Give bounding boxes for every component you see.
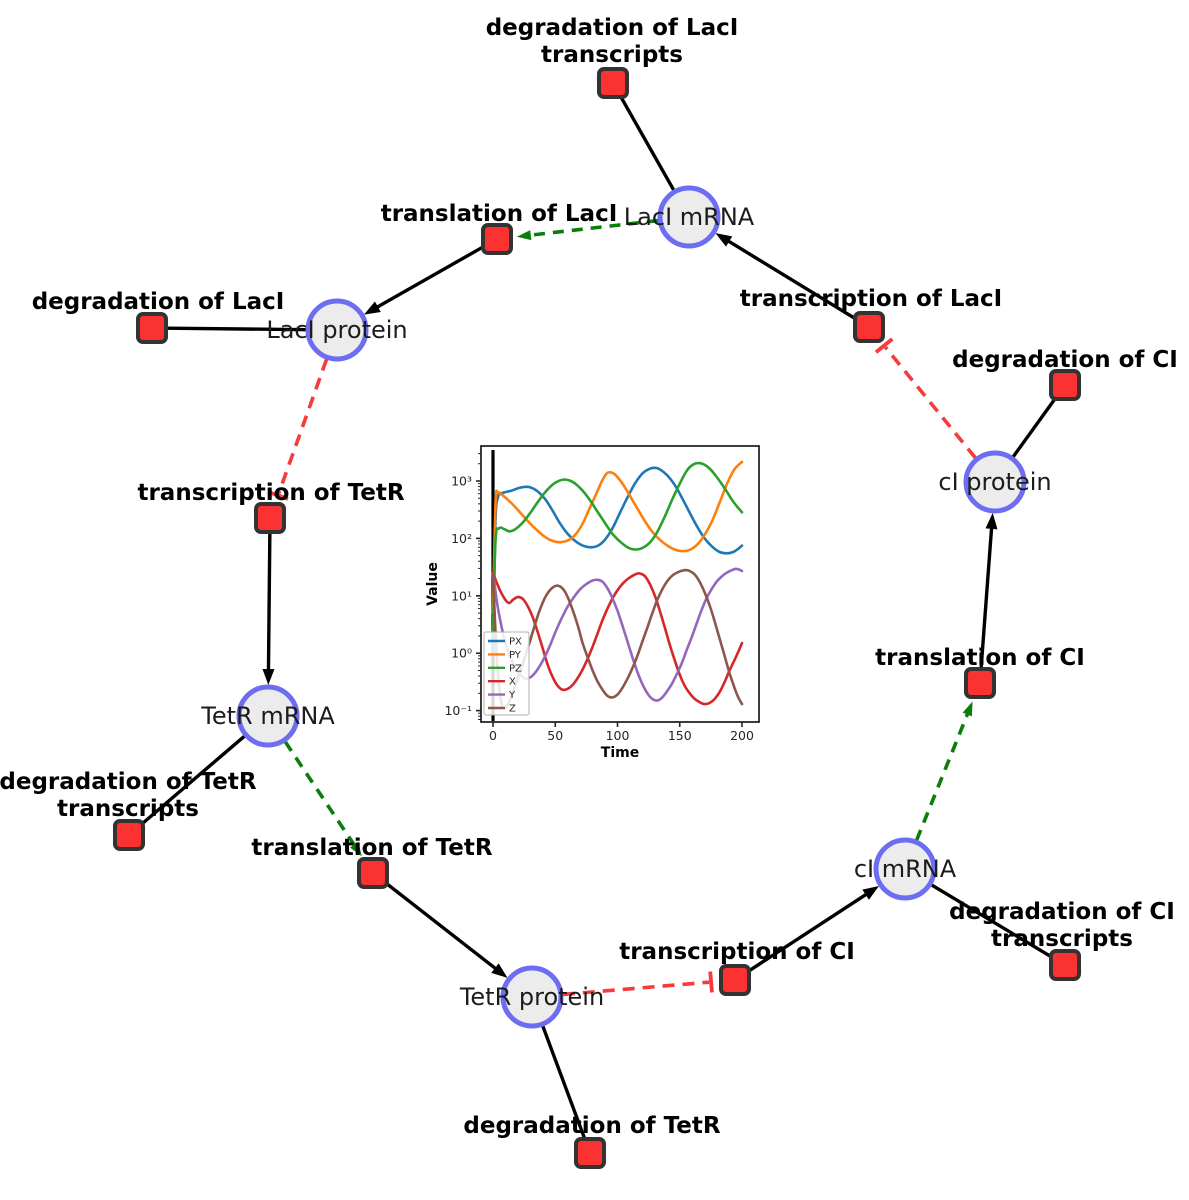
series-line-PX — [491, 466, 744, 655]
species-label-laci-mrna: LacI mRNA — [624, 203, 755, 231]
reaction-label-degradation-laci-transcripts: transcripts — [541, 42, 683, 68]
reaction-label-degradation-ci-transcripts: degradation of CI — [949, 899, 1175, 925]
reaction-label-transcription-laci: transcription of LacI — [740, 286, 1003, 312]
reaction-node-degradation-laci[interactable] — [136, 312, 168, 344]
species-label-tetr-protein: TetR protein — [459, 983, 604, 1011]
edge-consumption-degradation-tetr-to-tetr-protein — [541, 1025, 587, 1140]
y-tick-label: 10² — [451, 531, 472, 546]
arrowhead-icon — [715, 233, 733, 247]
tbar-inhibition-icon — [267, 490, 289, 501]
x-tick-label: 100 — [606, 728, 630, 743]
x-tick-label: 200 — [730, 728, 754, 743]
reaction-label-degradation-tetr: degradation of TetR — [463, 1113, 720, 1139]
edge-production-translation-tetr-to-tetr-protein — [383, 880, 508, 978]
arrowhead-icon — [349, 841, 362, 857]
edge-production-transcription-laci-to-laci-mrna — [715, 233, 858, 321]
series-line-X — [491, 571, 744, 706]
reaction-node-translation-tetr[interactable] — [357, 857, 389, 889]
edge-modifier-tetr-mrna-to-translation-tetr — [283, 740, 362, 857]
reaction-node-transcription-laci[interactable] — [853, 311, 885, 343]
species-node-tetr-protein[interactable] — [500, 965, 564, 1029]
tbar-inhibition-icon — [874, 337, 894, 354]
arrowhead-icon — [985, 512, 998, 530]
x-tick-label: 150 — [668, 728, 692, 743]
legend: PX PY PZ XYZ — [483, 631, 530, 716]
reaction-label-degradation-laci: degradation of LacI — [32, 289, 285, 315]
edge-consumption-degradation-tetr-transcripts-to-tetr-mrna — [139, 734, 246, 827]
arrowhead-icon — [862, 885, 880, 900]
reaction-label-translation-tetr: translation of TetR — [251, 835, 492, 861]
series-line-PY — [491, 460, 744, 615]
y-tick-label: 10³ — [451, 474, 472, 489]
legend-label-X: X — [509, 677, 516, 688]
y-tick-label: 10¹ — [451, 588, 472, 603]
arrowhead-icon — [491, 963, 508, 978]
reaction-label-degradation-laci-transcripts: degradation of LacI — [486, 15, 739, 41]
series-line-PZ — [491, 461, 744, 638]
edge-modifier-ci-mrna-to-translation-ci — [914, 701, 973, 841]
reaction-node-degradation-ci-transcripts[interactable] — [1049, 949, 1081, 981]
y-axis-title: Value — [425, 562, 441, 606]
edge-inhibition-tetr-protein-to-transcription-ci — [562, 971, 714, 997]
x-tick-label: 50 — [547, 728, 563, 743]
reaction-node-degradation-laci-transcripts[interactable] — [597, 67, 629, 99]
reaction-label-degradation-ci-transcripts: transcripts — [991, 926, 1133, 952]
y-tick-label: 10⁰ — [451, 646, 472, 661]
reaction-label-degradation-tetr-transcripts: transcripts — [57, 796, 199, 822]
species-label-tetr-mrna: TetR mRNA — [200, 702, 335, 730]
legend-label-Z: Z — [509, 704, 516, 715]
reaction-label-transcription-ci: transcription of CI — [619, 939, 855, 965]
labels-layer: degradation of LacItranscriptstranslatio… — [0, 15, 1178, 1139]
legend-label-Y: Y — [508, 690, 516, 701]
y-tick-label: 10⁻¹ — [444, 703, 472, 718]
x-axis-title: Time — [601, 745, 639, 761]
reaction-label-translation-laci: translation of LacI — [381, 201, 618, 227]
reaction-node-degradation-tetr-transcripts[interactable] — [113, 819, 145, 851]
species-node-ci-protein[interactable] — [963, 450, 1027, 514]
edges-layer — [139, 95, 1058, 1140]
reaction-node-translation-ci[interactable] — [964, 667, 996, 699]
edge-consumption-degradation-laci-transcripts-to-laci-mrna — [618, 95, 676, 191]
species-node-laci-protein[interactable] — [305, 298, 369, 362]
species-node-tetr-mrna[interactable] — [236, 684, 300, 748]
edge-production-transcription-ci-to-ci-mrna — [746, 885, 880, 974]
arrowhead-icon — [363, 301, 381, 315]
edge-production-transcription-tetr-to-tetr-mrna — [262, 532, 275, 686]
edge-consumption-degradation-laci-to-laci-protein — [166, 326, 307, 332]
arrowhead-icon — [262, 668, 275, 686]
species-node-ci-mrna[interactable] — [873, 837, 937, 901]
edge-inhibition-laci-protein-to-transcription-tetr — [267, 358, 329, 501]
legend-label-PX: PX — [509, 637, 522, 648]
x-tick-label: 0 — [489, 728, 497, 743]
reaction-node-degradation-tetr[interactable] — [574, 1137, 606, 1169]
edge-production-translation-laci-to-laci-protein — [363, 244, 485, 315]
legend-label-PY: PY — [509, 650, 522, 661]
legend-box — [483, 631, 530, 716]
species-label-ci-protein: cI protein — [938, 468, 1051, 496]
reaction-node-transcription-ci[interactable] — [719, 964, 751, 996]
edge-consumption-degradation-ci-transcripts-to-ci-mrna — [930, 883, 1054, 959]
reaction-node-translation-laci[interactable] — [481, 223, 513, 255]
edge-consumption-degradation-ci-to-ci-protein — [1011, 396, 1058, 458]
reaction-node-degradation-ci[interactable] — [1049, 369, 1081, 401]
legend-label-PZ: PZ — [509, 663, 522, 674]
reaction-label-transcription-tetr: transcription of TetR — [137, 480, 404, 506]
edge-inhibition-ci-protein-to-transcription-laci — [874, 337, 977, 460]
nodes-layer — [113, 67, 1081, 1169]
reaction-node-transcription-tetr[interactable] — [254, 502, 286, 534]
reaction-label-translation-ci: translation of CI — [875, 645, 1085, 671]
species-node-laci-mrna[interactable] — [657, 185, 721, 249]
reaction-label-degradation-tetr-transcripts: degradation of TetR — [0, 769, 257, 795]
reaction-label-degradation-ci: degradation of CI — [952, 347, 1178, 373]
arrowhead-icon — [962, 701, 973, 717]
arrowhead-icon — [516, 230, 532, 241]
edge-production-translation-ci-to-ci-protein — [979, 512, 998, 669]
species-label-laci-protein: LacI protein — [266, 316, 407, 344]
tbar-inhibition-icon — [708, 971, 714, 993]
species-label-ci-mrna: cI mRNA — [854, 855, 957, 883]
edge-modifier-laci-mrna-to-translation-laci — [516, 218, 659, 241]
